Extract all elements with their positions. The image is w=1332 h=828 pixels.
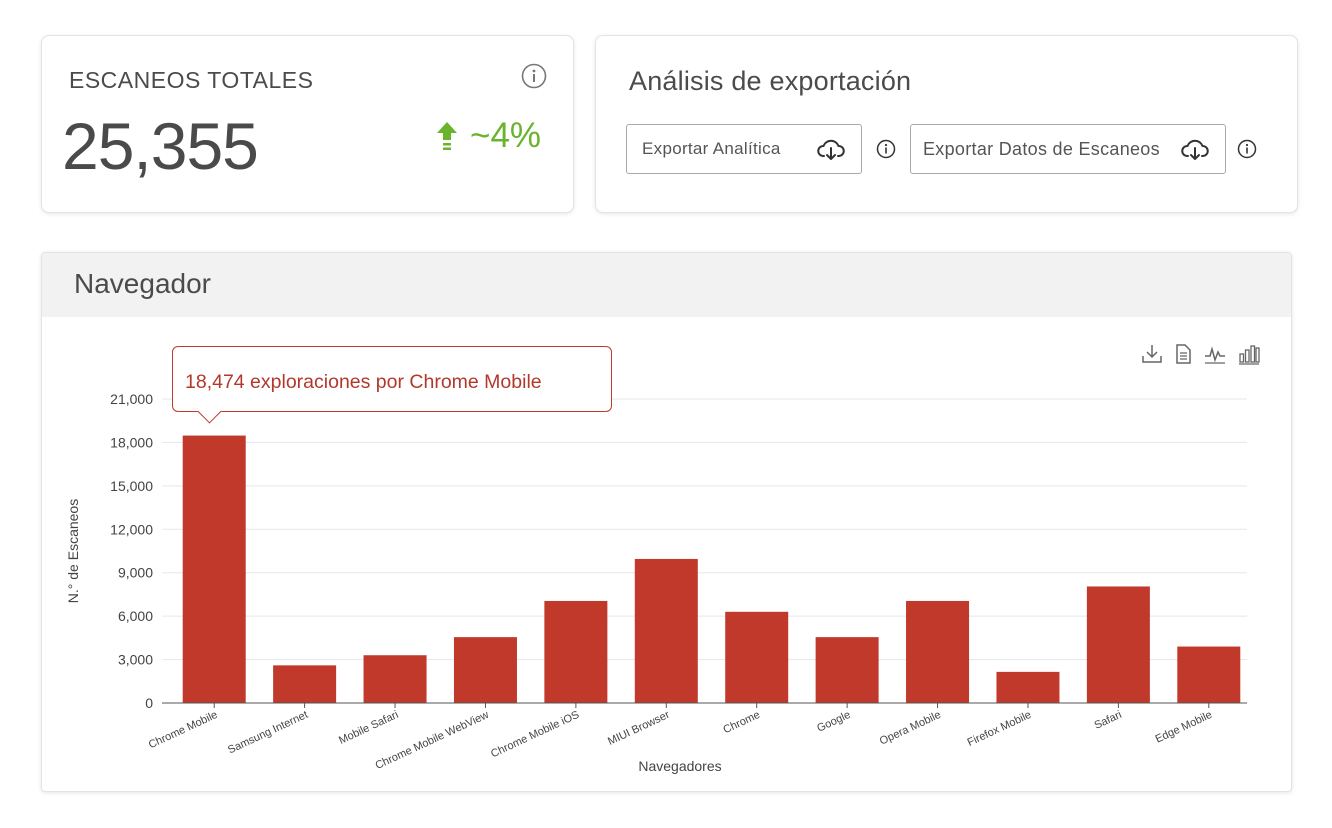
bar[interactable] <box>634 558 698 703</box>
x-tick-label: Chrome <box>721 709 762 736</box>
bar-chart: 0 3,000 6,000 9,000 12,000 15,000 18,000 21,000… <box>65 391 1247 774</box>
bar[interactable] <box>815 637 879 703</box>
y-tick-label: 3,000 <box>118 652 153 668</box>
y-tick-label: 18,000 <box>110 434 153 450</box>
y-tick-label: 6,000 <box>118 608 153 624</box>
export-scans-label: Exportar Datos de Escaneos <box>923 138 1160 159</box>
bar[interactable] <box>363 655 427 703</box>
bar[interactable] <box>1177 646 1241 703</box>
export-analytics-label: Exportar Analítica <box>642 139 781 158</box>
cloud-download-icon <box>817 139 845 160</box>
x-tick-label: Samsung Internet <box>226 709 310 757</box>
info-icon[interactable] <box>1237 139 1257 159</box>
trend-percentage: ~4% <box>470 116 542 155</box>
bar[interactable] <box>996 671 1060 703</box>
x-tick-label: Firefox Mobile <box>966 709 1034 749</box>
info-icon[interactable] <box>521 63 547 89</box>
total-scans-value: 25,355 <box>62 109 259 183</box>
y-axis-label: N.° de Escaneos <box>65 499 81 603</box>
y-tick-label: 0 <box>145 695 153 711</box>
total-scans-card: ESCANEOS TOTALES 25,355 ~4% <box>41 35 574 213</box>
info-icon[interactable] <box>876 139 896 159</box>
x-tick-label: Opera Mobile <box>878 709 943 748</box>
cloud-download-icon <box>1181 139 1209 160</box>
x-axis-label: Navegadores <box>638 758 721 774</box>
tooltip-text: 18,474 exploraciones por Chrome Mobile <box>185 371 542 393</box>
bar[interactable] <box>725 611 789 703</box>
document-icon[interactable] <box>1172 343 1194 365</box>
card-header: Navegador <box>42 253 1291 317</box>
x-tick-label: Chrome Mobile iOS <box>489 709 581 760</box>
y-tick-label: 9,000 <box>118 565 153 581</box>
browser-chart-card: Navegador 0 3,000 6,000 9,000 12,000 15,000 18… <box>41 252 1292 792</box>
export-analytics-button[interactable]: Exportar Analítica <box>626 124 862 174</box>
bar[interactable] <box>544 600 608 703</box>
x-tick-label: Mobile Safari <box>337 709 400 747</box>
y-tick-label: 21,000 <box>110 391 153 407</box>
line-chart-icon[interactable] <box>1204 343 1226 365</box>
bar[interactable] <box>182 435 246 703</box>
download-icon[interactable] <box>1141 343 1163 365</box>
bar[interactable] <box>906 600 970 703</box>
export-card: Análisis de exportación Exportar Analíti… <box>595 35 1298 213</box>
x-tick-label: Google <box>815 709 852 735</box>
bar-chart-icon[interactable] <box>1238 343 1260 365</box>
bar[interactable] <box>453 637 517 703</box>
bar[interactable] <box>1086 586 1150 703</box>
y-tick-label: 12,000 <box>110 521 153 537</box>
bar[interactable] <box>273 665 337 703</box>
x-tick-label: Safari <box>1093 709 1124 732</box>
x-tick-label: Edge Mobile <box>1154 709 1214 746</box>
trend-up-icon <box>437 122 457 150</box>
browser-title: Navegador <box>74 268 211 299</box>
total-scans-title: ESCANEOS TOTALES <box>69 67 314 93</box>
export-title: Análisis de exportación <box>629 66 912 96</box>
export-scans-button[interactable]: Exportar Datos de Escaneos <box>910 124 1226 174</box>
y-tick-label: 15,000 <box>110 478 153 494</box>
x-tick-label: Chrome Mobile <box>147 709 220 751</box>
x-tick-label: MIUI Browser <box>606 709 672 748</box>
chart-tooltip: 18,474 exploraciones por Chrome Mobile <box>172 346 612 424</box>
